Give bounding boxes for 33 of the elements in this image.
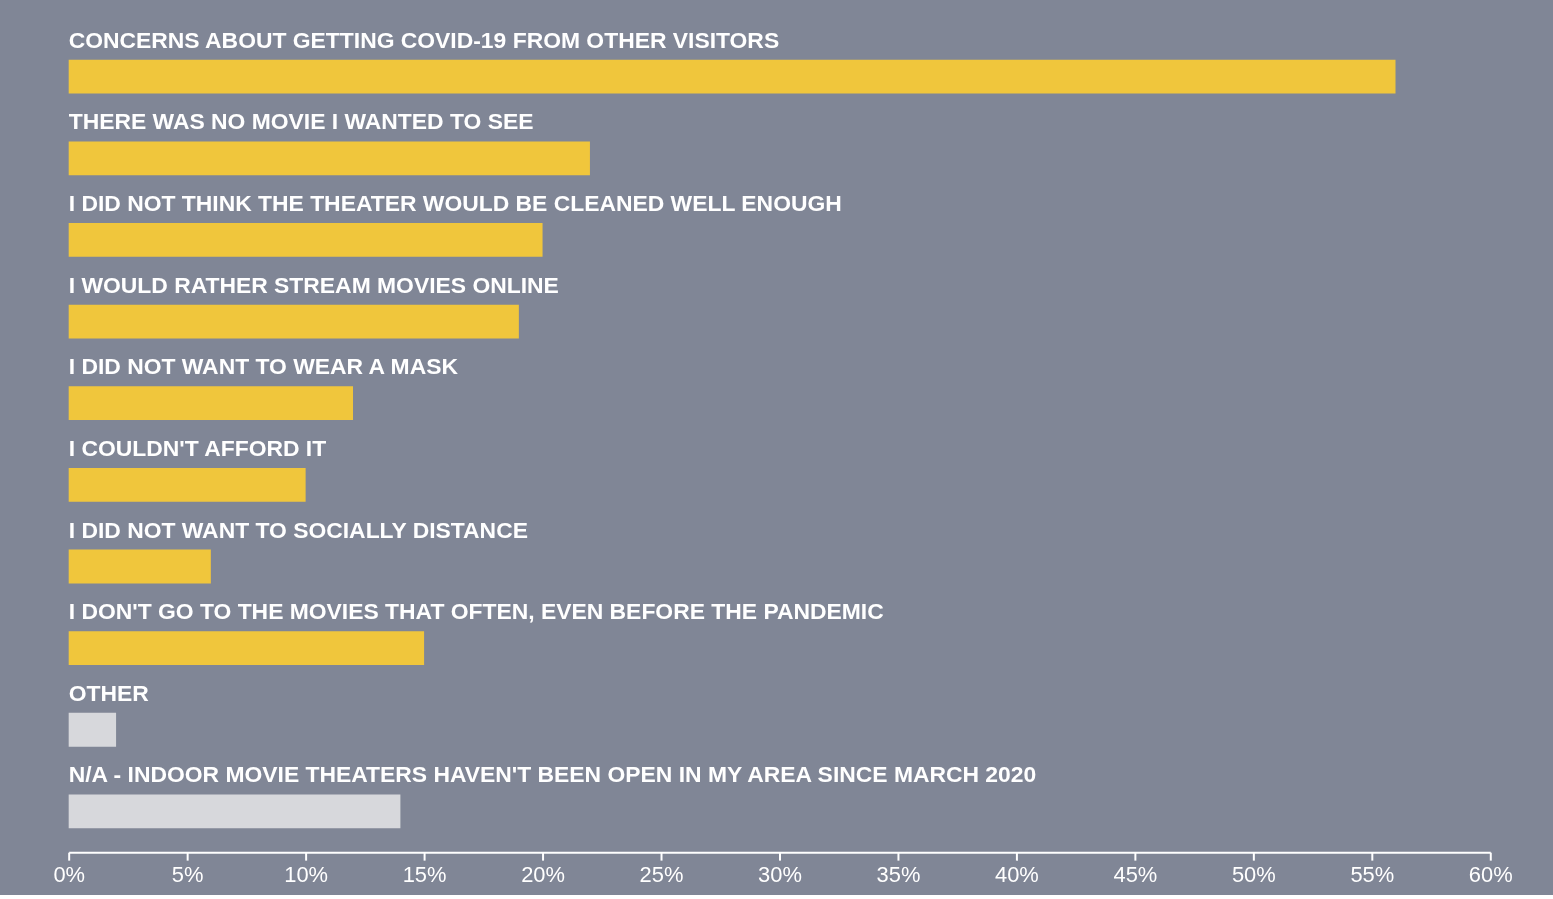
x-tick-label: 0%: [53, 861, 86, 887]
y-tick-label: CONCERNS ABOUT GETTING COVID-19 FROM OTHER VISITORS: [68, 26, 780, 53]
y-tick-label: I DID NOT WANT TO WEAR A MASK: [68, 353, 459, 380]
x-tick-label: 60%: [1468, 861, 1513, 887]
bar: [68, 794, 401, 829]
bar: [68, 223, 543, 257]
x-tick-label: 15%: [402, 861, 447, 887]
x-tick-label: 30%: [758, 861, 802, 887]
y-tick-label: I DON'T GO TO THE MOVIES THAT OFTEN, EVEN BEFORE THE PANDEMIC: [68, 598, 884, 625]
bar: [68, 549, 211, 584]
y-tick-label: THERE WAS NO MOVIE I WANTED TO SEE: [68, 108, 534, 135]
x-tick-label: 10%: [284, 861, 329, 887]
y-tick-label: I DID NOT WANT TO SOCIALLY DISTANCE: [68, 516, 528, 543]
y-tick-label: N/A - INDOOR MOVIE THEATERS HAVEN'T BEEN OPEN IN MY AREA SINCE MARCH 2020: [68, 761, 1037, 788]
y-tick-label: I DID NOT THINK THE THEATER WOULD BE CLEANED WELL ENOUGH: [68, 190, 842, 217]
x-tick-label: 5%: [171, 861, 204, 887]
y-tick-label: OTHER: [68, 679, 150, 706]
bar: [68, 631, 425, 666]
bar: [68, 141, 590, 176]
x-tick-label: 55%: [1350, 861, 1395, 887]
bar: [68, 386, 354, 421]
y-tick-label: I WOULD RATHER STREAM MOVIES ONLINE: [68, 271, 559, 298]
x-tick-label: 25%: [639, 861, 684, 887]
bar: [68, 59, 1396, 94]
y-tick-label: I COULDN'T AFFORD IT: [68, 434, 327, 461]
x-tick-label: 40%: [995, 861, 1039, 887]
x-tick-label: 45%: [1113, 861, 1158, 887]
bar: [68, 712, 117, 747]
bar: [68, 467, 306, 502]
x-tick-label: 20%: [521, 861, 565, 887]
x-tick-label: 35%: [876, 861, 921, 887]
bar: [68, 304, 519, 339]
x-tick-label: 50%: [1231, 861, 1276, 887]
